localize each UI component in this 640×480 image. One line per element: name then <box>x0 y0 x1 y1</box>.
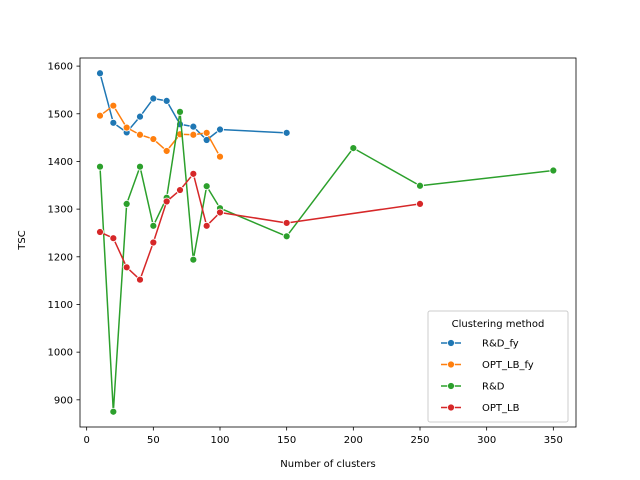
legend-entries: R&D_fy OPT_LB_fy R&D OPT_LB <box>441 339 534 414</box>
x-tick-label: 100 <box>210 435 229 446</box>
data-point-opt-lb <box>162 197 171 206</box>
series-opt-lb-fy <box>96 101 224 161</box>
data-point-r-d-fy <box>109 118 118 127</box>
data-point-opt-lb <box>96 228 104 236</box>
x-axis-label: Number of clusters <box>280 459 375 470</box>
series-line-r-d <box>99 111 554 413</box>
data-point-opt-lb <box>216 208 224 217</box>
data-point-opt-lb-fy <box>202 128 211 137</box>
data-point-opt-lb <box>176 186 184 194</box>
data-point-r-d <box>189 255 198 264</box>
y-tick-label: 1100 <box>48 300 73 311</box>
data-point-opt-lb <box>149 238 158 247</box>
y-tick-label: 1000 <box>48 348 73 359</box>
data-point-opt-lb <box>136 275 144 284</box>
series-opt-lb <box>96 169 424 284</box>
data-point-opt-lb-fy <box>122 123 131 132</box>
data-point-opt-lb <box>282 219 291 227</box>
y-tick-label: 900 <box>54 395 73 406</box>
series-line-opt-lb <box>99 173 421 281</box>
data-point-opt-lb-fy <box>136 130 144 139</box>
data-point-r-d-fy <box>149 94 158 103</box>
series-line-opt-lb-fy <box>99 104 221 158</box>
data-point-r-d <box>122 199 131 208</box>
axes-layer: 0 50 100 150 200 250 300 350 900 1000 1100 1200 1300… <box>48 57 577 446</box>
legend-entry-opt-lb: OPT_LB <box>441 403 520 414</box>
data-point-opt-lb <box>189 169 198 178</box>
x-tick-label: 200 <box>344 435 363 446</box>
legend: Clustering method R&D_fy OPT_LB_fy R&D OPT_… <box>427 310 569 423</box>
data-point-r-d-fy <box>282 128 291 137</box>
legend-swatch-marker <box>447 382 455 390</box>
x-tick-label: 250 <box>410 435 429 446</box>
legend-entry-r-d: R&D <box>441 382 505 393</box>
data-point-opt-lb <box>122 263 131 272</box>
legend-label: OPT_LB_fy <box>482 360 534 371</box>
x-tick-label: 150 <box>277 435 296 446</box>
y-axis-label: TSC <box>17 230 28 250</box>
x-tick-label: 350 <box>544 435 563 446</box>
data-point-r-d-fy <box>96 69 104 78</box>
data-point-r-d-fy <box>136 112 144 121</box>
y-tick-label: 1500 <box>48 109 73 120</box>
data-point-opt-lb-fy <box>149 135 158 143</box>
x-tick-label: 300 <box>477 435 496 446</box>
data-point-r-d <box>549 166 558 175</box>
data-point-r-d-fy <box>189 122 198 131</box>
series-layer <box>96 69 558 416</box>
data-point-r-d-fy <box>162 97 171 105</box>
legend-title: Clustering method <box>452 319 545 330</box>
data-point-r-d <box>349 144 358 153</box>
data-point-opt-lb <box>202 221 211 230</box>
y-tick-label: 1300 <box>48 205 73 216</box>
data-point-r-d <box>176 107 184 116</box>
data-point-r-d <box>136 162 144 171</box>
legend-swatch-marker <box>447 339 455 347</box>
data-point-opt-lb-fy <box>109 101 118 110</box>
legend-label: OPT_LB <box>482 403 520 414</box>
legend-entry-r-d-fy: R&D_fy <box>441 339 519 350</box>
y-tick-label: 1200 <box>48 252 73 263</box>
x-tick-label: 0 <box>83 435 89 446</box>
data-point-opt-lb-fy <box>162 147 171 155</box>
y-tick-label: 1400 <box>48 157 73 168</box>
legend-swatch-marker <box>447 403 455 412</box>
data-point-opt-lb-fy <box>189 130 198 139</box>
data-point-opt-lb-fy <box>216 152 224 161</box>
y-tick-label: 1600 <box>48 62 73 73</box>
data-point-opt-lb <box>109 234 118 243</box>
legend-entry-opt-lb-fy: OPT_LB_fy <box>441 360 534 371</box>
axes-frame <box>79 57 577 428</box>
legend-swatch-marker <box>447 360 455 369</box>
data-point-r-d <box>149 221 158 230</box>
x-tick-label: 50 <box>147 435 160 446</box>
data-point-r-d <box>416 181 424 190</box>
data-point-r-d <box>202 182 211 191</box>
data-point-r-d <box>96 162 104 171</box>
data-point-opt-lb <box>416 199 424 208</box>
data-point-opt-lb-fy <box>96 111 104 120</box>
legend-label: R&D <box>482 382 505 393</box>
data-point-r-d <box>109 407 118 416</box>
legend-label: R&D_fy <box>482 339 519 350</box>
data-point-r-d <box>282 232 291 241</box>
data-point-r-d-fy <box>216 125 224 134</box>
legend-box <box>427 310 569 423</box>
